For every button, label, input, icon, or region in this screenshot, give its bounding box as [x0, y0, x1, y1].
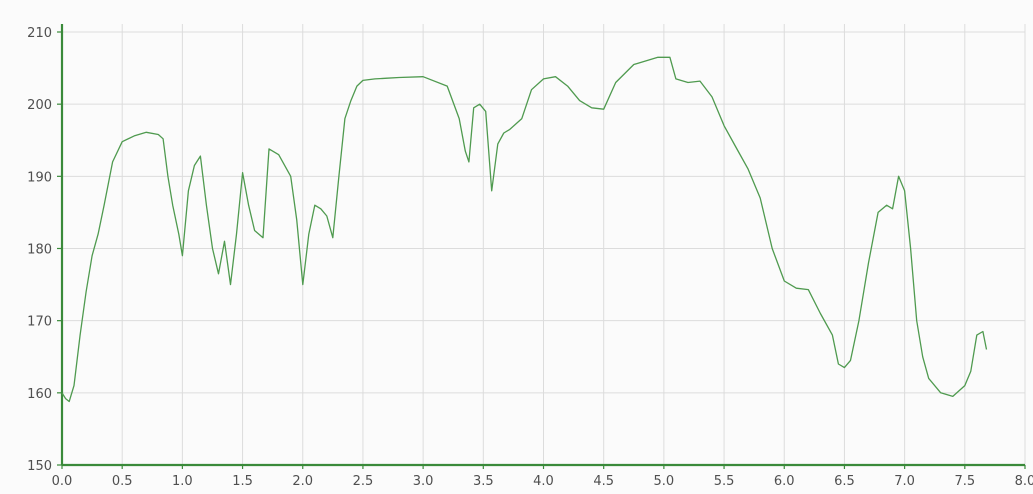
- y-tick-label: 160: [27, 387, 52, 402]
- x-tick-label: 5.0: [654, 474, 675, 489]
- y-tick-label: 180: [27, 243, 52, 258]
- x-tick-label: 2.5: [353, 474, 374, 489]
- x-tick-label: 6.0: [774, 474, 795, 489]
- x-tick-label: 1.5: [232, 474, 253, 489]
- x-tick-label: 1.0: [172, 474, 193, 489]
- x-tick-label: 7.0: [894, 474, 915, 489]
- x-tick-label: 2.0: [292, 474, 313, 489]
- grid: [62, 24, 1026, 465]
- x-tick-label: 3.0: [413, 474, 434, 489]
- y-tick-label: 150: [27, 459, 52, 474]
- x-tick-label: 8.0: [1015, 474, 1033, 489]
- x-tick-label: 4.0: [533, 474, 554, 489]
- x-tick-label: 0.0: [52, 474, 73, 489]
- x-tick-label: 0.5: [112, 474, 133, 489]
- x-tick-label: 3.5: [473, 474, 494, 489]
- y-tick-label: 170: [27, 315, 52, 330]
- x-tick-label: 4.5: [593, 474, 614, 489]
- x-tick-label: 5.5: [714, 474, 735, 489]
- y-tick-label: 210: [27, 26, 52, 41]
- y-tick-label: 200: [27, 98, 52, 113]
- x-tick-label: 6.5: [834, 474, 855, 489]
- series-line: [61, 56, 988, 403]
- x-tick-label: 7.5: [954, 474, 975, 489]
- tick-labels: 0.0 0.5 1.0 1.5 2.0 2.5 3.0 3.5 4.0 4.5 5.0 5.5 6.0 6…: [27, 26, 1033, 489]
- y-tick-label: 190: [27, 170, 52, 185]
- series-layer: [61, 56, 988, 403]
